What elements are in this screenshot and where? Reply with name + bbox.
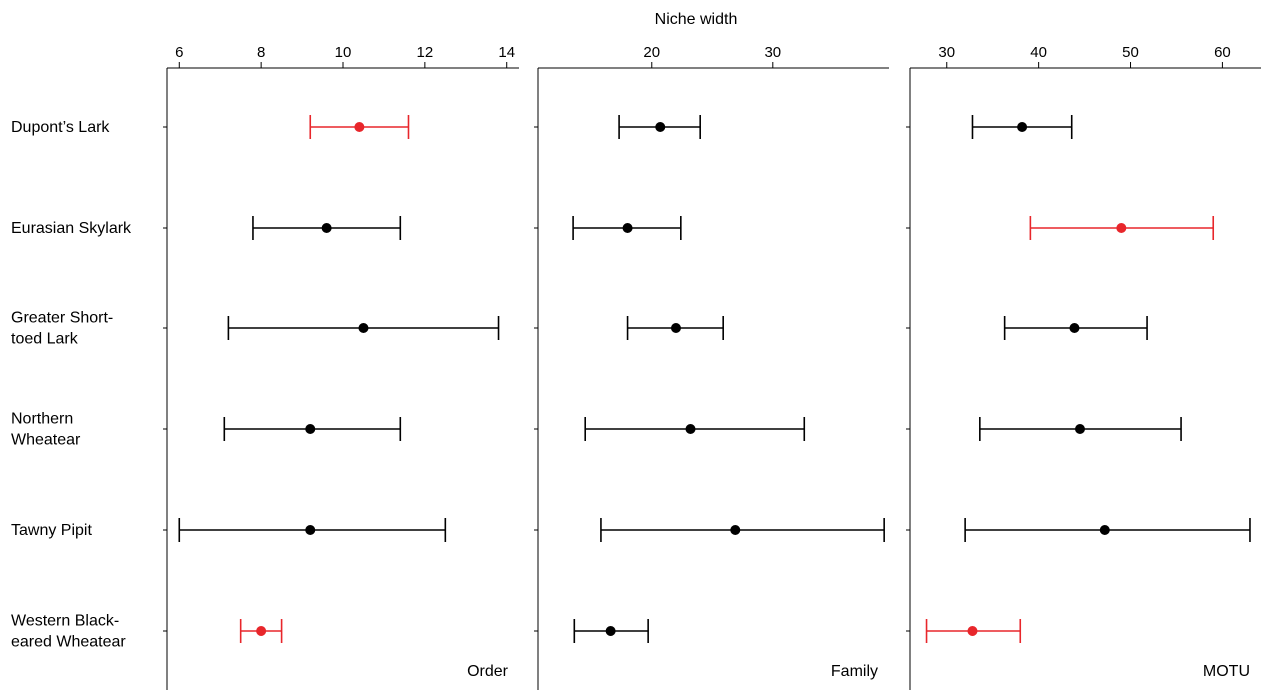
data-point — [1116, 223, 1127, 233]
x-tick-label: 14 — [498, 44, 515, 61]
category-labels: Dupont’s Lark Eurasian Skylark Greater Sho… — [11, 119, 132, 651]
panel-label: Family — [831, 663, 878, 680]
panel-motu: 30 40 50 60 MOTU — [906, 44, 1261, 690]
data-point — [605, 626, 616, 636]
data-point — [1017, 122, 1028, 132]
category-label-line: Tawny Pipit — [11, 522, 92, 539]
data-point — [256, 626, 267, 636]
category-label-line: toed Lark — [11, 331, 79, 348]
category-label-line: Wheatear — [11, 432, 81, 449]
panel-order: 6 8 10 12 14 Order — [163, 44, 519, 690]
category-label: Greater Short-toed Lark — [11, 310, 113, 348]
category-label-line: Western Black- — [11, 613, 119, 630]
data-point — [305, 424, 316, 434]
x-tick-label: 12 — [417, 44, 434, 61]
data-point — [622, 223, 633, 233]
x-tick-label: 40 — [1030, 44, 1047, 61]
panels: 6 8 10 12 14 Order 20 30 Family 30 40 50 60 MOTU — [163, 44, 1261, 690]
category-label: Tawny Pipit — [11, 522, 92, 539]
data-point — [1099, 525, 1110, 535]
x-tick-label: 20 — [643, 44, 660, 61]
x-tick-label: 30 — [938, 44, 955, 61]
x-tick-label: 10 — [335, 44, 352, 61]
data-point — [670, 323, 681, 333]
data-point — [967, 626, 978, 636]
x-tick-label: 60 — [1214, 44, 1231, 61]
panel-label: Order — [467, 663, 509, 680]
data-point — [1074, 424, 1085, 434]
category-label-line: Northern — [11, 411, 73, 428]
chart-title: Niche width — [655, 11, 738, 28]
data-point — [685, 424, 696, 434]
data-point — [305, 525, 316, 535]
panel-family: 20 30 Family — [534, 44, 889, 690]
category-label: Eurasian Skylark — [11, 220, 132, 237]
data-point — [358, 323, 369, 333]
category-label: Western Black-eared Wheatear — [11, 613, 126, 651]
data-point — [321, 223, 332, 233]
data-point — [1069, 323, 1080, 333]
data-point — [655, 122, 666, 132]
category-label-line: Dupont’s Lark — [11, 119, 110, 136]
category-label-line: Eurasian Skylark — [11, 220, 132, 237]
category-label: Dupont’s Lark — [11, 119, 110, 136]
x-tick-label: 6 — [175, 44, 183, 61]
panel-label: MOTU — [1203, 663, 1250, 680]
data-point — [354, 122, 365, 132]
category-label: Northern Wheatear — [11, 411, 81, 449]
x-tick-label: 50 — [1122, 44, 1139, 61]
category-label-line: eared Wheatear — [11, 634, 126, 651]
category-label-line: Greater Short- — [11, 310, 113, 327]
x-tick-label: 30 — [764, 44, 781, 61]
x-tick-label: 8 — [257, 44, 265, 61]
data-point — [730, 525, 741, 535]
